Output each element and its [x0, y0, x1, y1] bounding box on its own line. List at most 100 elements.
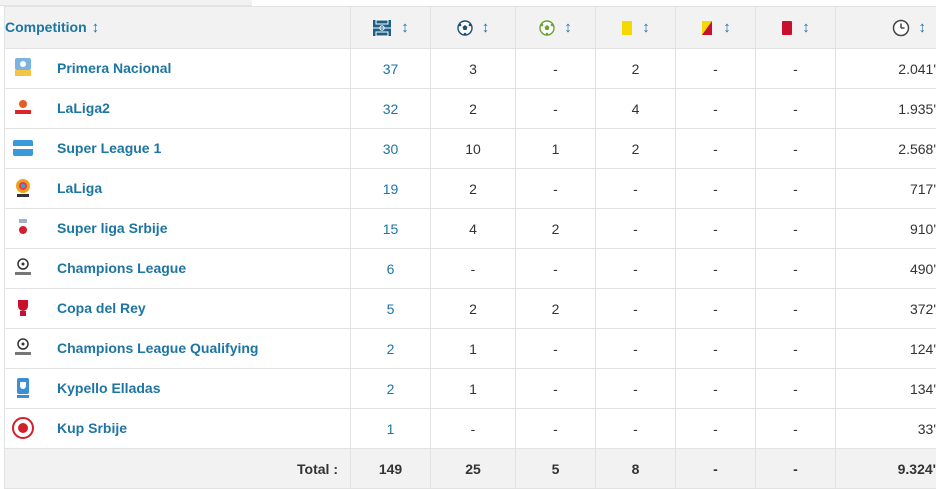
super-league-1-logo[interactable]: [11, 136, 35, 160]
yellow-cards-value: -: [596, 289, 676, 329]
assists-value: 1: [516, 129, 596, 169]
appearances-link[interactable]: 37: [351, 49, 431, 89]
copa-del-rey-logo[interactable]: [11, 296, 35, 320]
second-yellow-value: -: [676, 249, 756, 289]
sort-appearances-header[interactable]: ↕: [351, 7, 431, 49]
goals-value: 3: [431, 49, 516, 89]
competition-link[interactable]: Primera Nacional: [57, 60, 171, 76]
sort-red-cards-header[interactable]: ↕: [756, 7, 836, 49]
sort-arrows-icon: ↕: [401, 19, 409, 36]
assists-value: -: [516, 89, 596, 129]
minutes-value: 372': [836, 289, 936, 329]
minutes-value: 33': [836, 409, 936, 449]
yellow-cards-value: -: [596, 369, 676, 409]
competition-cell: LaLiga2: [5, 89, 351, 129]
sort-goals-header[interactable]: ↕: [431, 7, 516, 49]
yellow-cards-value: -: [596, 249, 676, 289]
goals-value: 4: [431, 209, 516, 249]
table-row: LaLiga 19 2 - - - - 717': [5, 169, 936, 209]
assists-value: -: [516, 49, 596, 89]
competition-link[interactable]: Copa del Rey: [57, 300, 146, 316]
champions-league-qualifying-logo[interactable]: [11, 336, 35, 360]
yellow-card-icon: [621, 20, 633, 36]
red-cards-value: -: [756, 249, 836, 289]
totals-label: Total :: [5, 449, 351, 489]
assists-value: 2: [516, 209, 596, 249]
competition-cell: Primera Nacional: [5, 49, 351, 89]
sort-arrows-icon: ↕: [564, 19, 572, 36]
table-row: Super liga Srbije 15 4 2 - - - 910': [5, 209, 936, 249]
sort-assists-header[interactable]: ↕: [516, 7, 596, 49]
red-cards-value: -: [756, 409, 836, 449]
red-card-icon: [781, 20, 793, 36]
appearances-link[interactable]: 6: [351, 249, 431, 289]
minutes-value: 1.935': [836, 89, 936, 129]
totals-row: Total : 149 25 5 8 - - 9.324': [5, 449, 936, 489]
appearances-link[interactable]: 30: [351, 129, 431, 169]
minutes-value: 2.041': [836, 49, 936, 89]
sort-arrows-icon: ↕: [802, 19, 810, 36]
sort-yellow-cards-header[interactable]: ↕: [596, 7, 676, 49]
second-yellow-value: -: [676, 49, 756, 89]
goals-value: 2: [431, 289, 516, 329]
sort-arrows-icon: ↕: [642, 19, 650, 36]
competition-cell: LaLiga: [5, 169, 351, 209]
red-cards-value: -: [756, 89, 836, 129]
competition-link[interactable]: Champions League: [57, 260, 186, 276]
kup-srbije-logo[interactable]: [11, 416, 35, 440]
competition-cell: Champions League Qualifying: [5, 329, 351, 369]
second-yellow-value: -: [676, 409, 756, 449]
competition-cell: Copa del Rey: [5, 289, 351, 329]
second-yellow-value: -: [676, 289, 756, 329]
appearances-link[interactable]: 5: [351, 289, 431, 329]
yellow-cards-value: 4: [596, 89, 676, 129]
second-yellow-value: -: [676, 209, 756, 249]
minutes-value: 490': [836, 249, 936, 289]
yellow-cards-value: -: [596, 209, 676, 249]
minutes-clock-icon: [892, 19, 910, 37]
competition-cell: Kypello Elladas: [5, 369, 351, 409]
champions-league-logo[interactable]: [11, 256, 35, 280]
appearances-link[interactable]: 1: [351, 409, 431, 449]
competition-link[interactable]: Kup Srbije: [57, 420, 127, 436]
competition-link[interactable]: LaLiga: [57, 180, 102, 196]
red-cards-value: -: [756, 129, 836, 169]
competition-cell: Super liga Srbije: [5, 209, 351, 249]
yellow-cards-value: 2: [596, 129, 676, 169]
competition-link[interactable]: LaLiga2: [57, 100, 110, 116]
appearances-link[interactable]: 19: [351, 169, 431, 209]
goals-value: 10: [431, 129, 516, 169]
laliga2-logo[interactable]: [11, 96, 35, 120]
appearances-link[interactable]: 32: [351, 89, 431, 129]
red-cards-value: -: [756, 289, 836, 329]
minutes-value: 717': [836, 169, 936, 209]
laliga-logo[interactable]: [11, 176, 35, 200]
competition-link[interactable]: Champions League Qualifying: [57, 340, 258, 356]
assists-value: -: [516, 169, 596, 209]
red-cards-value: -: [756, 169, 836, 209]
minutes-value: 2.568': [836, 129, 936, 169]
super-liga-srbije-logo[interactable]: [11, 216, 35, 240]
primera-nacional-logo[interactable]: [11, 56, 35, 80]
sort-arrows-icon: ↕: [723, 19, 731, 36]
table-row: Primera Nacional 37 3 - 2 - - 2.041': [5, 49, 936, 89]
assists-value: -: [516, 409, 596, 449]
appearances-link[interactable]: 2: [351, 369, 431, 409]
competition-link[interactable]: Kypello Elladas: [57, 380, 160, 396]
kypello-elladas-logo[interactable]: [11, 376, 35, 400]
sort-competition-header[interactable]: Competition↕: [5, 7, 351, 49]
competition-header-label: Competition: [5, 19, 87, 35]
appearances-link[interactable]: 2: [351, 329, 431, 369]
second-yellow-value: -: [676, 369, 756, 409]
sort-minutes-header[interactable]: ↕: [836, 7, 936, 49]
assists-icon: [539, 20, 555, 36]
competition-link[interactable]: Super League 1: [57, 140, 161, 156]
assists-value: -: [516, 369, 596, 409]
sort-second-yellow-header[interactable]: ↕: [676, 7, 756, 49]
competition-link[interactable]: Super liga Srbije: [57, 220, 167, 236]
appearances-link[interactable]: 15: [351, 209, 431, 249]
goals-value: 2: [431, 89, 516, 129]
second-yellow-value: -: [676, 329, 756, 369]
sort-arrows-icon: ↕: [482, 19, 490, 36]
assists-value: 2: [516, 289, 596, 329]
